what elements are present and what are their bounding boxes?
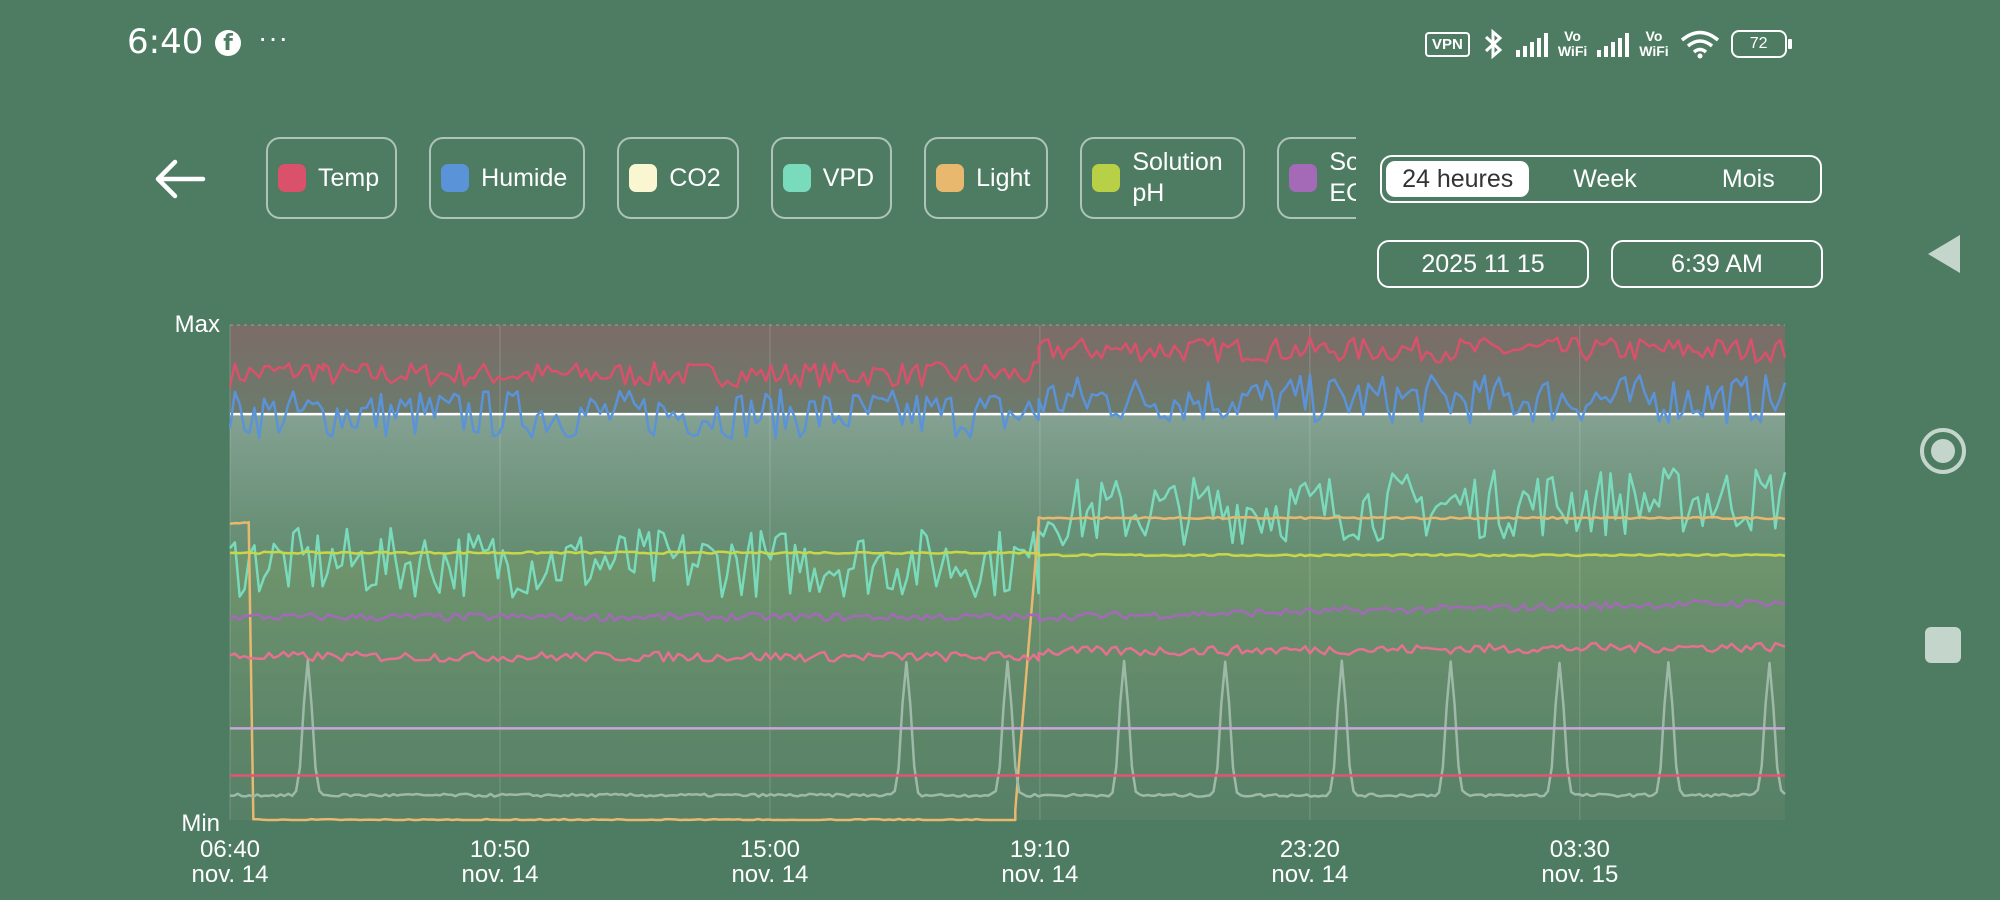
sensor-chip-label: Solution pH [1132,148,1223,207]
x-tick-time: 23:20 [1280,836,1340,863]
x-tick-time: 19:10 [1010,836,1070,863]
vpn-icon: VPN [1425,31,1470,57]
y-min-label: Min [181,810,220,837]
sensor-chip-label: VPD [822,163,875,192]
status-bar: 6:40 f ··· VPN Vo WiFi Vo WiFi 72 [0,0,2000,90]
range-selector: 24 heures Week Mois [1380,155,1822,203]
nav-recents-icon[interactable] [1924,626,1962,664]
sensor-chip-label: Solution EC [1329,148,1356,207]
sensor-chip-solution-ec[interactable]: Solution EC [1277,137,1356,219]
series-line-light [229,515,1786,822]
x-tick-date: nov. 14 [1271,861,1348,888]
more-icon: ··· [258,22,289,53]
sensor-color-swatch [278,164,306,192]
y-max-label: Max [175,311,220,338]
sensor-chip-label: Light [976,163,1031,192]
chart-background [230,325,1785,820]
signal-icon-1 [1515,31,1548,57]
sensor-chip-scroller[interactable]: Temp Humide CO2 VPD Light Solution pH Solution… [266,137,1356,223]
date-picker[interactable]: 2025 11 15 [1377,240,1589,288]
sensor-chip-co2[interactable]: CO2 [617,137,739,219]
status-time: 6:40 [127,22,204,62]
sensor-chip-light[interactable]: Light [924,137,1049,219]
series-line-temp [228,336,1787,389]
wifi-icon [1680,30,1719,59]
system-icons: VPN Vo WiFi Vo WiFi 72 [1425,24,1792,64]
back-button[interactable] [153,152,209,208]
sensor-color-swatch [441,164,470,192]
x-tick-date: nov. 15 [1541,861,1618,888]
chart-grid [229,324,1785,820]
range-option-week[interactable]: Week [1573,164,1637,193]
signal-icon-2 [1597,31,1630,57]
vowifi-icon-1: Vo WiFi [1557,28,1588,59]
x-tick-date: nov. 14 [731,861,808,888]
vowifi-icon-2: Vo WiFi [1639,28,1669,59]
band-top [230,325,1785,415]
x-tick-date: nov. 14 [192,861,269,888]
series-line-co2_peaks [229,659,1786,798]
series-line-ec [229,598,1786,623]
x-tick-time: 15:00 [740,836,800,863]
battery-icon: 72 [1730,30,1792,58]
sensor-chip-temp[interactable]: Temp [266,137,398,219]
nav-home-icon[interactable] [1918,426,1968,476]
sensor-chip-label: Humide [481,163,568,192]
range-option-24h[interactable]: 24 heures [1386,161,1530,197]
x-tick-time: 10:50 [470,836,530,863]
sensor-color-swatch [936,164,965,192]
series-line-temp2 [229,641,1786,663]
series-line-vpd [229,467,1787,599]
series-line-humide [228,373,1787,441]
sensor-chip-humide[interactable]: Humide [429,137,586,219]
sensor-chip-solution-ph[interactable]: Solution pH [1080,137,1246,219]
facebook-icon: f [215,30,241,56]
chart-series [228,336,1787,822]
x-tick-time: 06:40 [200,836,260,863]
x-tick-date: nov. 14 [461,861,538,888]
sensor-chip-vpd[interactable]: VPD [770,137,893,219]
sensor-color-swatch [1092,164,1121,192]
sensor-color-swatch [1289,164,1318,192]
arrow-left-icon [155,159,206,199]
sensor-color-swatch [629,164,658,192]
x-tick-time: 03:30 [1550,836,1610,863]
range-option-month[interactable]: Mois [1721,164,1775,193]
sensor-chips: Temp Humide CO2 VPD Light Solution pH Solution… [266,137,1356,219]
series-line-ph [229,550,1786,558]
sensor-chip-label: CO2 [669,163,721,192]
sensor-color-swatch [782,164,811,192]
time-picker[interactable]: 6:39 AM [1611,240,1823,288]
sensor-chip-label: Temp [318,163,380,192]
bluetooth-icon [1484,28,1503,60]
band-mid [230,414,1785,553]
x-tick-date: nov. 14 [1001,861,1078,888]
nav-back-icon[interactable] [1924,232,1964,276]
